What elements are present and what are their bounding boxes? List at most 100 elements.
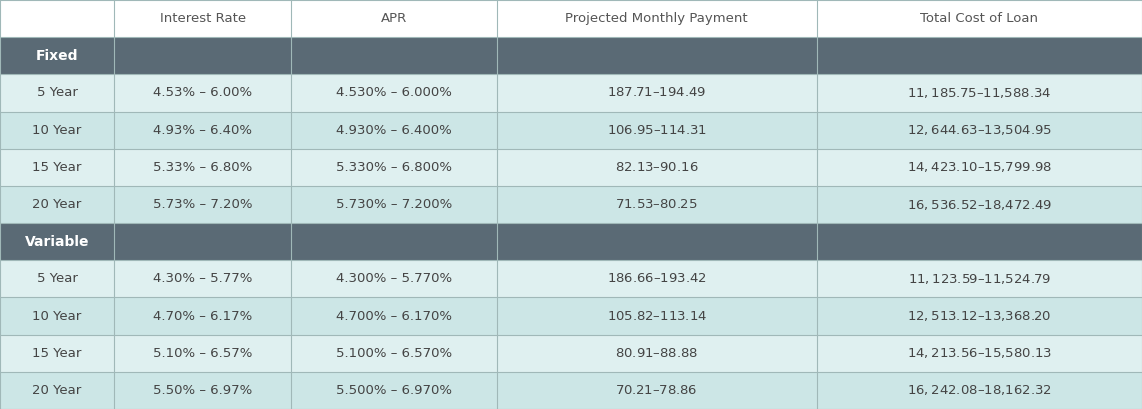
Text: Interest Rate: Interest Rate xyxy=(160,12,246,25)
Bar xyxy=(817,372,1142,409)
Bar xyxy=(0,37,114,74)
Bar xyxy=(497,149,817,186)
Bar xyxy=(291,372,497,409)
Text: $16,536.52 – $18,472.49: $16,536.52 – $18,472.49 xyxy=(907,198,1052,211)
Text: 4.30% – 5.77%: 4.30% – 5.77% xyxy=(153,272,252,285)
Bar xyxy=(817,223,1142,260)
Text: APR: APR xyxy=(381,12,407,25)
Bar xyxy=(114,37,291,74)
Text: 4.53% – 6.00%: 4.53% – 6.00% xyxy=(153,86,252,99)
Text: 5.50% – 6.97%: 5.50% – 6.97% xyxy=(153,384,252,397)
Bar xyxy=(291,0,497,37)
Bar xyxy=(0,112,114,149)
Bar xyxy=(0,223,114,260)
Text: $106.95 – $114.31: $106.95 – $114.31 xyxy=(606,124,707,137)
Bar xyxy=(114,112,291,149)
Bar xyxy=(817,0,1142,37)
Text: 10 Year: 10 Year xyxy=(32,310,82,323)
Bar xyxy=(114,223,291,260)
Bar xyxy=(114,260,291,297)
Bar xyxy=(291,335,497,372)
Text: 5 Year: 5 Year xyxy=(37,272,78,285)
Bar xyxy=(291,223,497,260)
Bar xyxy=(291,260,497,297)
Bar xyxy=(817,260,1142,297)
Text: $14,423.10 – $15,799.98: $14,423.10 – $15,799.98 xyxy=(907,160,1052,174)
Bar xyxy=(497,0,817,37)
Text: Total Cost of Loan: Total Cost of Loan xyxy=(920,12,1038,25)
Text: 5.73% – 7.20%: 5.73% – 7.20% xyxy=(153,198,252,211)
Text: $11,185.75 – $11,588.34: $11,185.75 – $11,588.34 xyxy=(907,86,1052,100)
Bar xyxy=(114,297,291,335)
Bar xyxy=(497,260,817,297)
Bar xyxy=(497,297,817,335)
Bar xyxy=(497,37,817,74)
Bar xyxy=(0,335,114,372)
Text: 10 Year: 10 Year xyxy=(32,124,82,137)
Bar xyxy=(291,186,497,223)
Text: 15 Year: 15 Year xyxy=(32,161,82,174)
Text: $186.66 – $193.42: $186.66 – $193.42 xyxy=(606,272,707,285)
Text: Variable: Variable xyxy=(25,235,89,249)
Bar xyxy=(817,149,1142,186)
Bar xyxy=(291,74,497,112)
Bar xyxy=(0,372,114,409)
Bar xyxy=(114,186,291,223)
Bar xyxy=(114,0,291,37)
Text: 20 Year: 20 Year xyxy=(32,384,82,397)
Bar xyxy=(291,37,497,74)
Bar xyxy=(817,335,1142,372)
Bar xyxy=(497,372,817,409)
Text: 4.300% – 5.770%: 4.300% – 5.770% xyxy=(336,272,452,285)
Text: 5.100% – 6.570%: 5.100% – 6.570% xyxy=(336,347,452,360)
Bar xyxy=(817,74,1142,112)
Text: 4.700% – 6.170%: 4.700% – 6.170% xyxy=(336,310,452,323)
Bar xyxy=(817,297,1142,335)
Bar xyxy=(114,74,291,112)
Bar xyxy=(114,149,291,186)
Text: 5.10% – 6.57%: 5.10% – 6.57% xyxy=(153,347,252,360)
Text: 5.500% – 6.970%: 5.500% – 6.970% xyxy=(336,384,452,397)
Text: $105.82 – $113.14: $105.82 – $113.14 xyxy=(606,310,707,323)
Bar xyxy=(497,112,817,149)
Text: $70.21 – $78.86: $70.21 – $78.86 xyxy=(616,384,698,397)
Text: $80.91 – $88.88: $80.91 – $88.88 xyxy=(616,347,698,360)
Bar xyxy=(817,186,1142,223)
Bar xyxy=(291,112,497,149)
Text: $14,213.56 – $15,580.13: $14,213.56 – $15,580.13 xyxy=(907,346,1052,360)
Text: $71.53 – $80.25: $71.53 – $80.25 xyxy=(616,198,698,211)
Bar xyxy=(497,186,817,223)
Text: 15 Year: 15 Year xyxy=(32,347,82,360)
Text: 20 Year: 20 Year xyxy=(32,198,82,211)
Bar xyxy=(0,74,114,112)
Bar xyxy=(291,149,497,186)
Text: 4.93% – 6.40%: 4.93% – 6.40% xyxy=(153,124,252,137)
Text: $82.13 – $90.16: $82.13 – $90.16 xyxy=(614,161,699,174)
Text: 5 Year: 5 Year xyxy=(37,86,78,99)
Bar xyxy=(0,0,114,37)
Bar xyxy=(817,37,1142,74)
Bar xyxy=(817,112,1142,149)
Bar xyxy=(0,260,114,297)
Bar xyxy=(0,149,114,186)
Text: $12,644.63 – $13,504.95: $12,644.63 – $13,504.95 xyxy=(907,123,1052,137)
Bar xyxy=(114,372,291,409)
Text: $16,242.08 – $18,162.32: $16,242.08 – $18,162.32 xyxy=(907,383,1052,398)
Text: 5.330% – 6.800%: 5.330% – 6.800% xyxy=(336,161,452,174)
Bar xyxy=(291,297,497,335)
Text: $11,123.59 – $11,524.79: $11,123.59 – $11,524.79 xyxy=(908,272,1051,286)
Text: 5.730% – 7.200%: 5.730% – 7.200% xyxy=(336,198,452,211)
Text: 4.530% – 6.000%: 4.530% – 6.000% xyxy=(336,86,452,99)
Bar xyxy=(497,335,817,372)
Bar xyxy=(0,186,114,223)
Text: Projected Monthly Payment: Projected Monthly Payment xyxy=(565,12,748,25)
Text: 4.930% – 6.400%: 4.930% – 6.400% xyxy=(336,124,452,137)
Text: Fixed: Fixed xyxy=(35,49,79,63)
Bar xyxy=(0,297,114,335)
Text: 4.70% – 6.17%: 4.70% – 6.17% xyxy=(153,310,252,323)
Bar xyxy=(497,223,817,260)
Text: $187.71 – $194.49: $187.71 – $194.49 xyxy=(606,86,707,99)
Bar xyxy=(114,335,291,372)
Text: $12,513.12 – $13,368.20: $12,513.12 – $13,368.20 xyxy=(907,309,1052,323)
Text: 5.33% – 6.80%: 5.33% – 6.80% xyxy=(153,161,252,174)
